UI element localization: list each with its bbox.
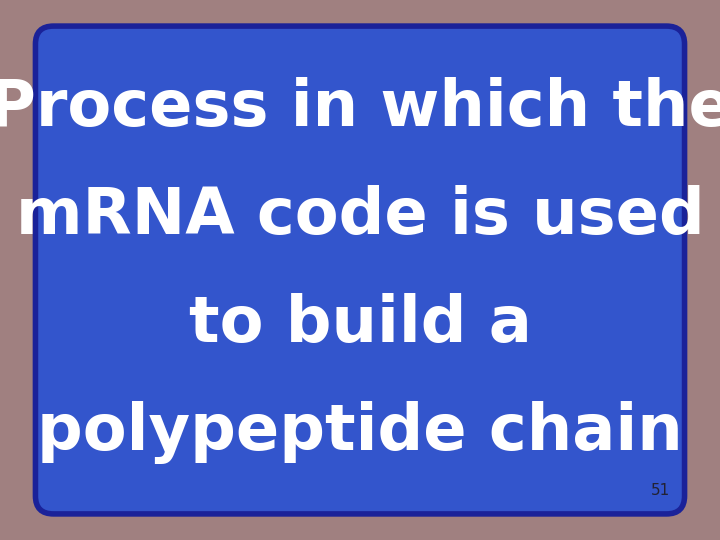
Text: Process in which the: Process in which the [0,77,720,139]
FancyBboxPatch shape [35,26,685,514]
Text: polypeptide chain: polypeptide chain [37,401,683,463]
Text: mRNA code is used: mRNA code is used [16,185,704,247]
Text: to build a: to build a [189,293,531,355]
Text: 51: 51 [652,483,670,498]
